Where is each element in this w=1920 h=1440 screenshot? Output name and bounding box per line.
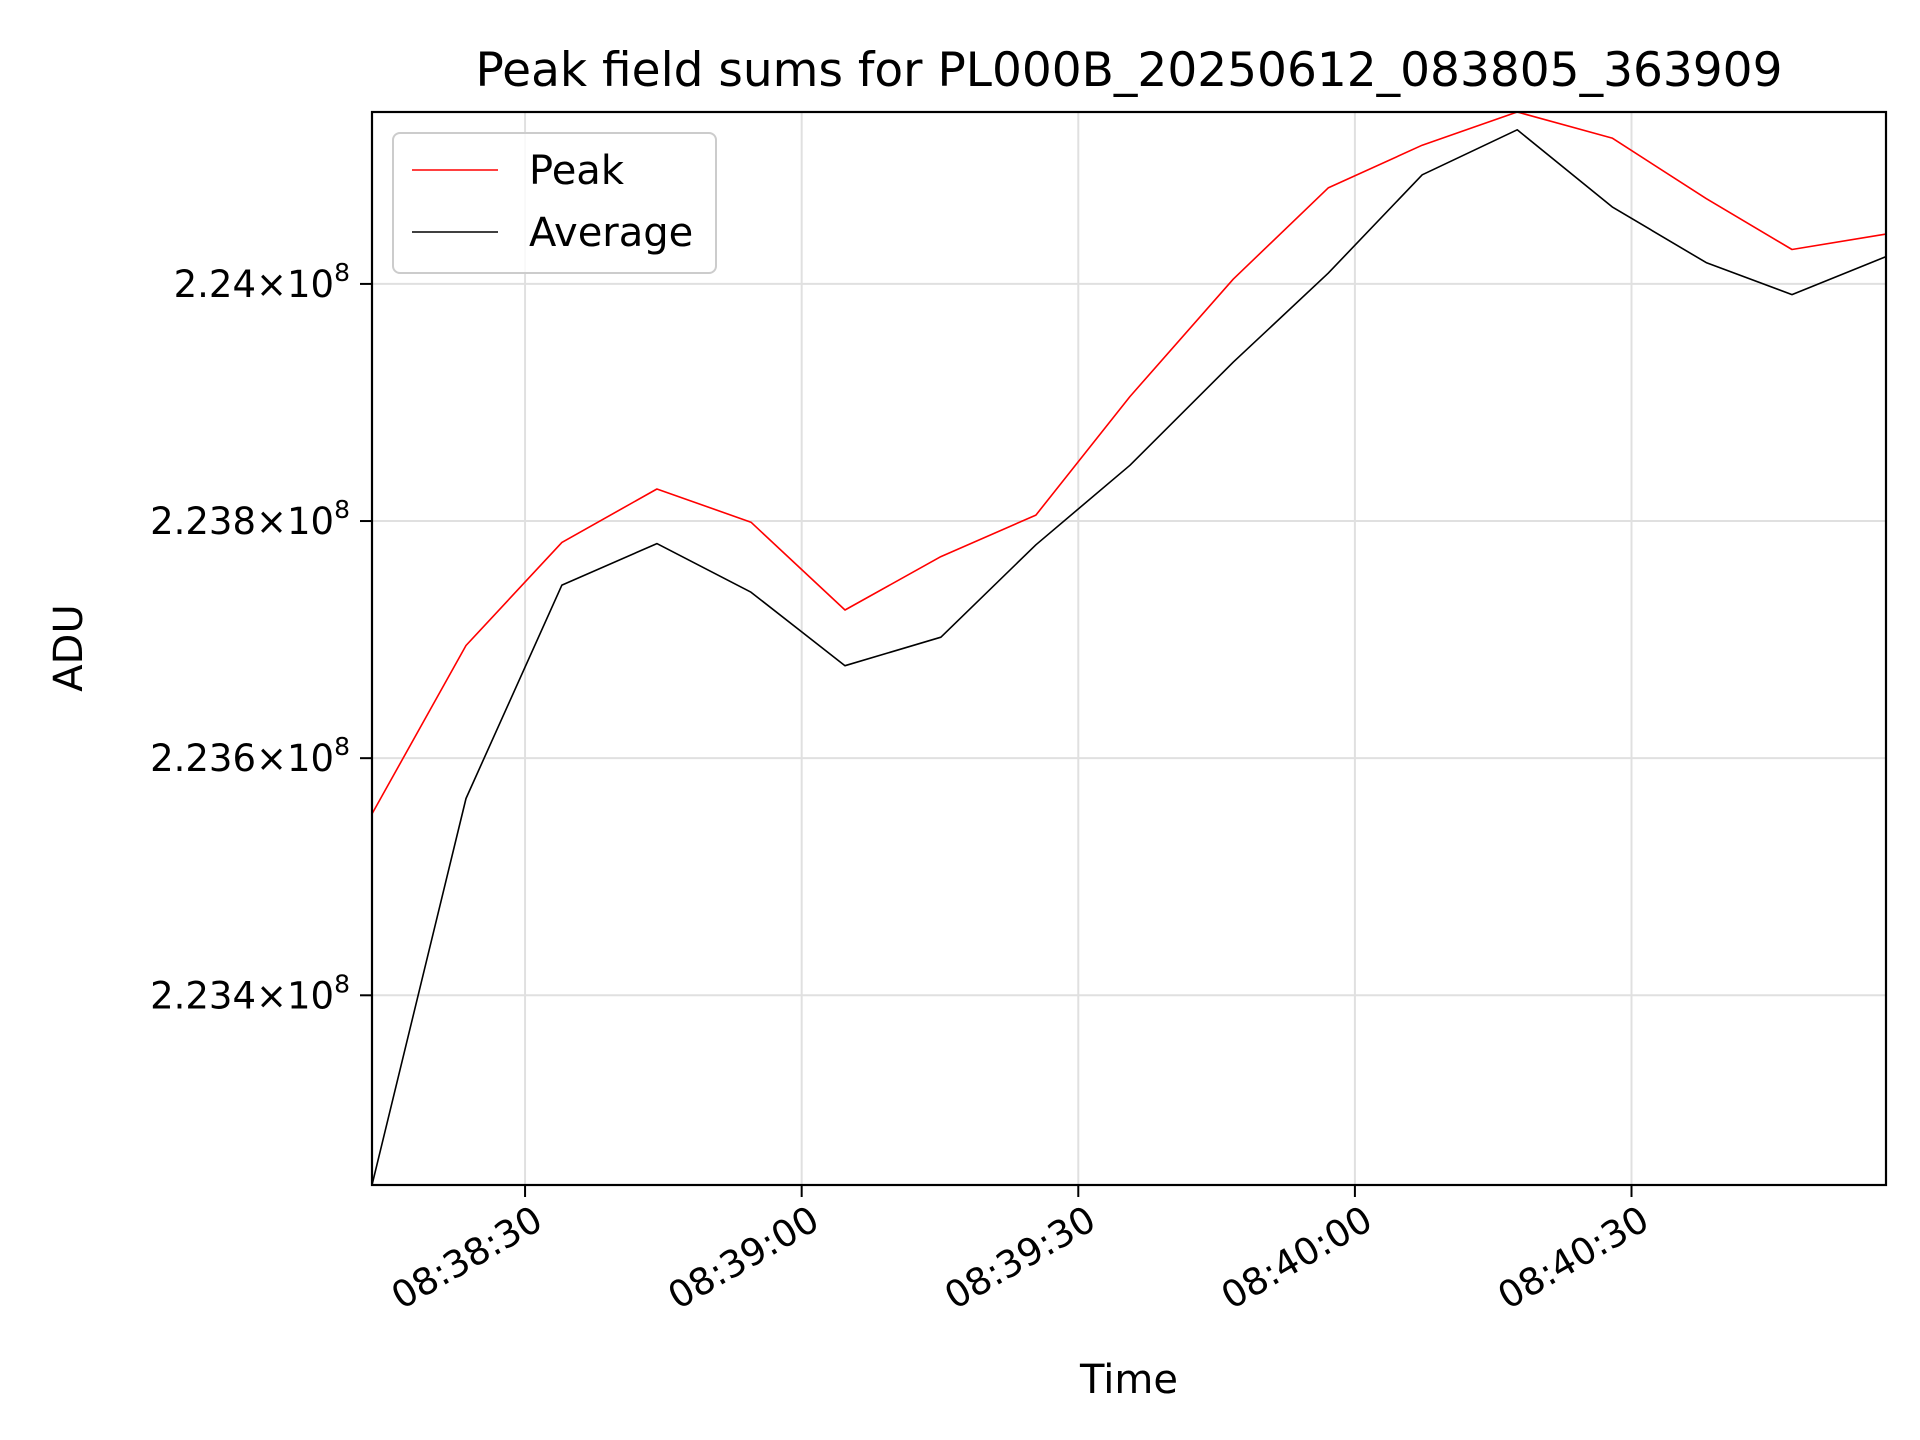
legend-box	[392, 132, 717, 274]
chart-title: Peak field sums for PL000B_20250612_0838…	[476, 43, 1783, 98]
series-layer	[371, 111, 1887, 1186]
legend-label-peak: Peak	[529, 148, 625, 194]
y-tick-label: 2.238×108	[150, 495, 350, 543]
series-line-peak	[371, 111, 1887, 815]
y-tick-label: 2.24×108	[174, 258, 350, 306]
plot-frame	[370, 110, 1888, 1187]
legend: Peak Average	[392, 132, 717, 274]
y-tick-label: 2.236×108	[150, 732, 350, 780]
grid	[372, 112, 1886, 1185]
y-axis-title: ADU	[46, 604, 92, 691]
y-tick-label: 2.234×108	[150, 969, 350, 1017]
series-line-average	[371, 129, 1887, 1186]
legend-label-average: Average	[529, 210, 693, 256]
y-axis: 2.234×108 2.236×108 2.238×108 2.24×108	[150, 258, 372, 1017]
x-axis-title: Time	[1079, 1357, 1178, 1403]
